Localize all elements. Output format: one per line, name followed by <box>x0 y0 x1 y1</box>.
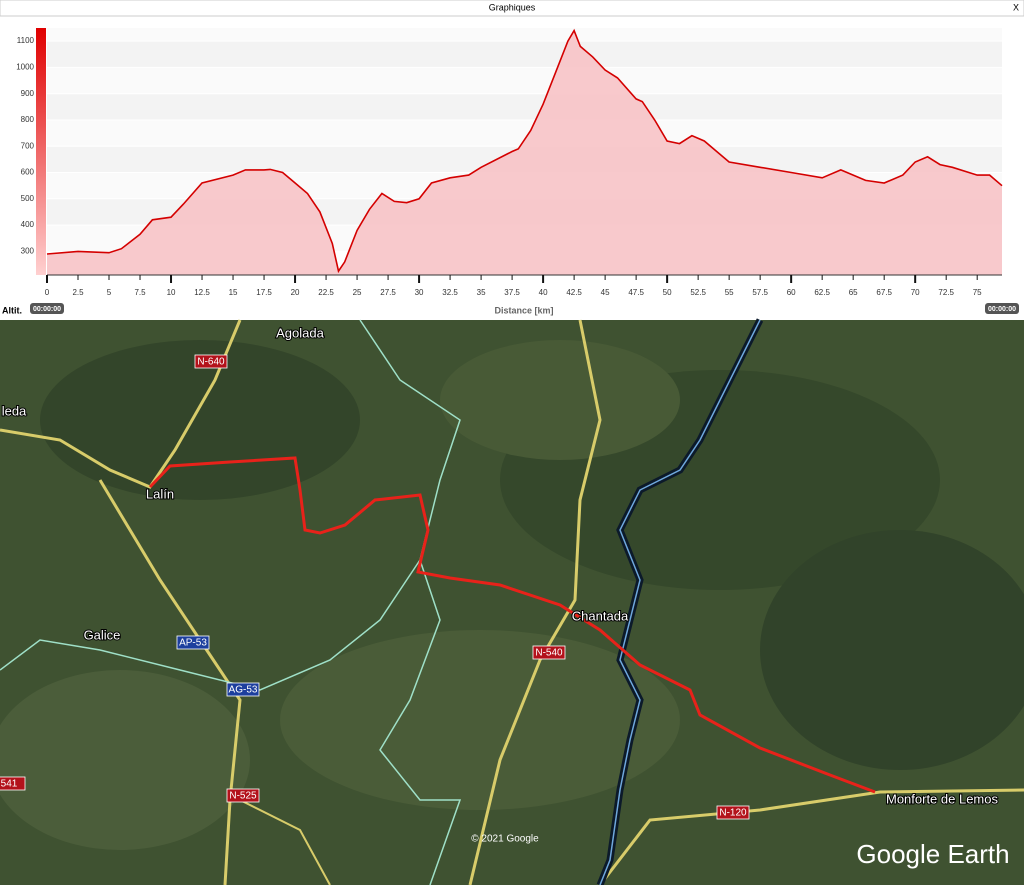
road-shield <box>716 805 750 820</box>
y-tick-label: 300 <box>21 246 35 255</box>
x-axis-label: Distance [km] <box>494 305 553 315</box>
place-label: Lalín <box>146 486 174 501</box>
x-tick-label: 0 <box>45 288 50 297</box>
x-tick-label: 2.5 <box>72 288 84 297</box>
road-shield <box>226 682 260 697</box>
y-tick-label: 500 <box>21 194 35 203</box>
y-axis-label: Altit. <box>2 305 22 315</box>
x-tick-label: 67.5 <box>876 288 892 297</box>
x-tick-label: 62.5 <box>814 288 830 297</box>
road-shield <box>226 788 260 803</box>
x-tick-label: 70 <box>911 288 920 297</box>
road-label: N-525 <box>229 791 257 802</box>
x-tick-label: 27.5 <box>380 288 396 297</box>
road-label: 541 <box>1 779 18 790</box>
road-shield <box>176 635 210 650</box>
time-badge <box>30 303 64 314</box>
time-badge <box>985 303 1019 314</box>
x-tick-label: 42.5 <box>566 288 582 297</box>
x-tick-label: 7.5 <box>134 288 146 297</box>
x-tick-label: 17.5 <box>256 288 272 297</box>
x-tick-label: 57.5 <box>752 288 768 297</box>
x-tick-label: 12.5 <box>194 288 210 297</box>
road-shield <box>0 776 26 791</box>
road-label: N-640 <box>197 357 225 368</box>
road-shield <box>532 645 566 660</box>
map-brand: Google Earth <box>856 839 1009 869</box>
time-label: 00:00:00 <box>988 306 1016 313</box>
y-tick-label: 900 <box>21 89 35 98</box>
grid-band <box>47 41 1002 68</box>
x-tick-label: 37.5 <box>504 288 520 297</box>
road-shield <box>194 354 228 369</box>
y-tick-label: 700 <box>21 141 35 150</box>
x-tick-label: 20 <box>291 288 300 297</box>
close-button[interactable]: X <box>1013 2 1019 12</box>
x-tick-label: 50 <box>663 288 672 297</box>
window-title: Graphiques <box>489 2 536 12</box>
x-tick-label: 25 <box>353 288 362 297</box>
grid-band <box>47 28 1002 42</box>
x-tick-label: 5 <box>107 288 112 297</box>
x-tick-label: 55 <box>725 288 734 297</box>
x-tick-label: 45 <box>601 288 610 297</box>
y-tick-label: 600 <box>21 168 35 177</box>
map-credit: © 2021 Google <box>471 834 539 845</box>
title-bar <box>0 0 1024 17</box>
x-tick-label: 22.5 <box>318 288 334 297</box>
x-tick-label: 47.5 <box>628 288 644 297</box>
elevation-line <box>46 28 1003 274</box>
time-label: 00:00:00 <box>33 306 61 313</box>
y-tick-label: 1000 <box>16 63 34 72</box>
y-axis-bar <box>36 28 46 275</box>
x-tick-label: 30 <box>415 288 424 297</box>
place-label: leda <box>2 403 27 418</box>
x-tick-label: 72.5 <box>938 288 954 297</box>
y-tick-label: 800 <box>21 115 35 124</box>
place-label: Monforte de Lemos <box>886 791 999 806</box>
elevation-area <box>47 30 1002 275</box>
x-tick-label: 40 <box>539 288 548 297</box>
road-label: AP-53 <box>179 638 207 649</box>
y-tick-label: 1100 <box>17 36 35 45</box>
road-label: N-120 <box>719 808 747 819</box>
road-label: N-540 <box>535 648 563 659</box>
grid-band <box>47 93 1002 120</box>
grid-band <box>47 67 1002 94</box>
y-tick-label: 400 <box>21 220 35 229</box>
x-tick-label: 52.5 <box>690 288 706 297</box>
x-tick-label: 32.5 <box>442 288 458 297</box>
x-tick-label: 65 <box>849 288 858 297</box>
place-label: Agolada <box>276 325 324 340</box>
road-label: AG-53 <box>229 685 258 696</box>
x-tick-label: 75 <box>973 288 982 297</box>
x-tick-label: 60 <box>787 288 796 297</box>
x-tick-label: 10 <box>167 288 176 297</box>
x-tick-label: 15 <box>229 288 238 297</box>
x-tick-label: 35 <box>477 288 486 297</box>
map: Agolada N-640 leda Lalín Galice AP-53 AG-53 Cha… <box>0 318 1024 885</box>
place-label: Galice <box>84 627 121 642</box>
place-label: Chantada <box>572 608 629 623</box>
